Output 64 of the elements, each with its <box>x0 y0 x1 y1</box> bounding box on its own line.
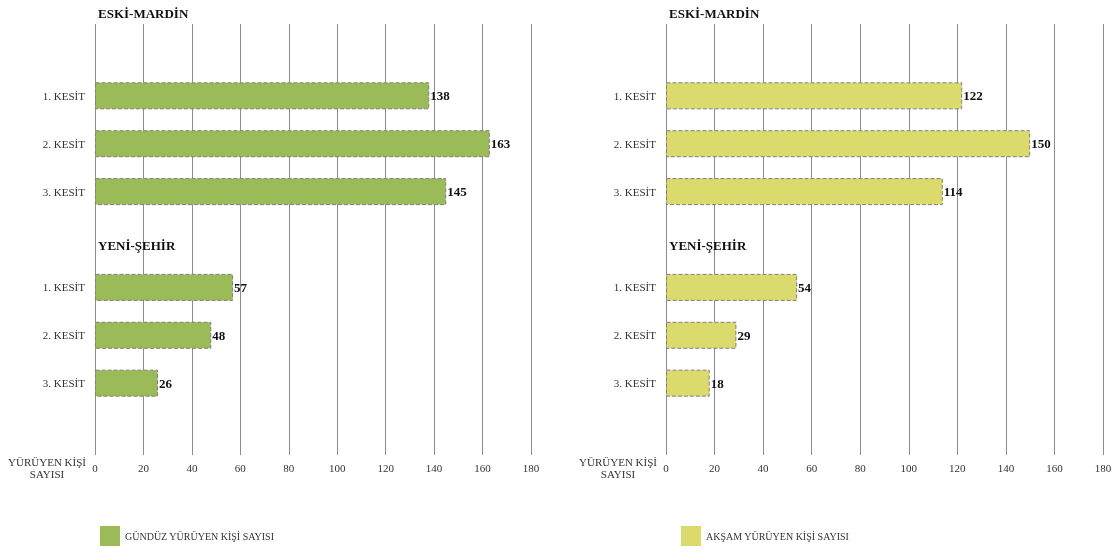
data-label: 29 <box>737 327 751 343</box>
data-label: 138 <box>430 88 451 104</box>
annotation: YENİ-ŞEHİR <box>98 237 176 253</box>
x-tick-label: 0 <box>663 461 670 474</box>
x-tick-label: 100 <box>328 461 346 474</box>
x-tick-label: 0 <box>92 461 99 474</box>
x-tick-label: 120 <box>377 461 395 474</box>
y-tick-label: 3. KESİT <box>42 185 86 198</box>
y-tick-label: 2. KESİT <box>613 329 657 342</box>
data-label: 57 <box>234 279 248 295</box>
bar <box>95 369 158 397</box>
data-label: 114 <box>943 184 964 200</box>
y-tick-label: 1. KESİT <box>42 281 86 294</box>
data-label: 150 <box>1031 136 1051 152</box>
x-tick-label: 20 <box>709 461 721 474</box>
y-tick-label: 1. KESİT <box>613 281 657 294</box>
data-label: 26 <box>158 375 173 391</box>
chart-title: ESKİ-MARDİN <box>98 6 189 21</box>
annotation: YENİ-ŞEHİR <box>669 237 747 253</box>
chart-title: ESKİ-MARDİN <box>669 6 760 21</box>
legend-label: AKŞAM YÜRÜYEN KİŞİ SAYISI <box>706 530 849 542</box>
y-tick-label: 3. KESİT <box>613 185 657 198</box>
legend-label: GÜNDÜZ YÜRÜYEN KİŞİ SAYISI <box>125 530 274 542</box>
bar <box>666 273 798 301</box>
data-label: 145 <box>447 184 468 200</box>
bar <box>666 178 943 206</box>
x-tick-label: 60 <box>234 461 247 474</box>
y-tick-label: 2. KESİT <box>42 137 86 150</box>
bar <box>95 82 430 110</box>
bar <box>666 130 1031 158</box>
y-tick-label: 2. KESİT <box>42 329 86 342</box>
x-tick-label: 100 <box>900 461 918 474</box>
x-tick-label: 120 <box>949 461 967 474</box>
bar <box>666 369 710 397</box>
bar <box>95 130 490 158</box>
x-tick-label: 20 <box>137 461 150 474</box>
bar <box>666 321 737 349</box>
y-tick-label: 2. KESİT <box>613 137 657 150</box>
y-tick-label: 1. KESİT <box>613 89 657 102</box>
x-tick-label: 160 <box>1046 461 1064 474</box>
data-label: 48 <box>212 327 226 343</box>
x-tick-label: 180 <box>522 461 540 474</box>
x-tick-label: 80 <box>854 461 867 474</box>
data-label: 122 <box>963 88 983 104</box>
data-label: 18 <box>710 375 725 391</box>
x-tick-label: 40 <box>186 461 198 474</box>
x-tick-label: 80 <box>283 461 295 474</box>
bar <box>666 82 963 110</box>
data-label: 163 <box>490 136 511 152</box>
x-tick-label: 180 <box>1094 461 1112 474</box>
y-tick-label: 3. KESİT <box>42 377 86 390</box>
x-tick-label: 160 <box>474 461 492 474</box>
x-tick-label: 140 <box>997 461 1015 474</box>
bar <box>95 273 234 301</box>
x-axis-title: YÜRÜYEN KİŞİ SAYISI <box>8 456 87 480</box>
bar <box>95 321 212 349</box>
data-label: 54 <box>798 279 812 295</box>
x-tick-label: 40 <box>757 461 770 474</box>
x-axis-title: YÜRÜYEN KİŞİ SAYISI <box>579 456 658 480</box>
bar <box>95 178 447 206</box>
x-tick-label: 60 <box>806 461 818 474</box>
y-tick-label: 3. KESİT <box>613 377 657 390</box>
y-tick-label: 1. KESİT <box>42 89 86 102</box>
x-tick-label: 140 <box>425 461 443 474</box>
